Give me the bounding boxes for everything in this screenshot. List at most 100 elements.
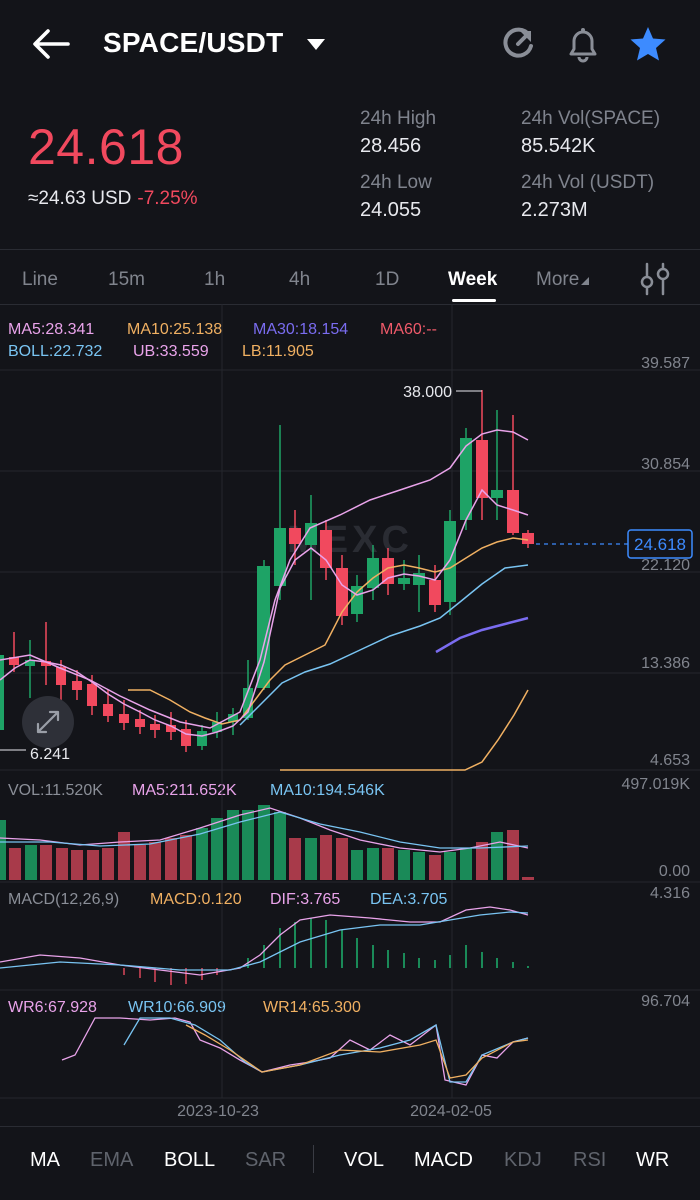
fullscreen-icon[interactable] [22, 696, 74, 748]
kline-chart[interactable]: MEXC 39.587 30.854 22.120 13.386 4.653 [0, 304, 700, 1124]
volume-bar [196, 828, 208, 880]
volume-bar [460, 848, 472, 880]
ma30-value: MA30:18.154 [253, 321, 349, 338]
tab-4h[interactable]: 4h [289, 269, 311, 290]
volume-bar [9, 848, 21, 880]
candle-up [444, 510, 456, 615]
candle-down [476, 390, 488, 520]
bell-icon[interactable] [563, 24, 603, 64]
wr6-value: WR6:67.928 [8, 999, 97, 1016]
volume-bar [491, 832, 503, 880]
candle-up [460, 428, 472, 530]
volume-bar [71, 850, 83, 880]
time-axis-label: 2024-02-05 [410, 1103, 492, 1120]
volume-bar [274, 812, 286, 880]
vol-ma5-value: MA5:211.652K [132, 782, 237, 799]
volume-bar [398, 850, 410, 880]
wr14-line [185, 1024, 529, 1079]
tab-1d[interactable]: 1D [375, 269, 400, 290]
volume-bar [227, 810, 239, 880]
wr14-value: WR14:65.300 [263, 999, 361, 1016]
current-price-tag: 24.618 [634, 535, 686, 554]
volume-bar [180, 835, 192, 880]
candle-down [135, 710, 145, 734]
active-tab-underline [452, 299, 496, 302]
volume-bar [102, 848, 114, 880]
vol-quote-label: 24h Vol (USDT) [521, 172, 655, 193]
volume-bar [211, 818, 223, 880]
chart-settings-icon[interactable] [638, 262, 672, 296]
volume-bar [476, 842, 488, 880]
volume-bar [413, 852, 425, 880]
price-summary: 24.618 ≈24.63 USD -7.25% 24h High 28.456 … [0, 88, 700, 248]
indicator-wr-button[interactable]: WR [636, 1149, 670, 1171]
indicator-vol-button[interactable]: VOL [344, 1149, 385, 1171]
tab-1h[interactable]: 1h [204, 269, 226, 290]
candle-down [103, 690, 113, 722]
indicator-boll-button[interactable]: BOLL [164, 1149, 216, 1171]
price-axis-ticks: 39.587 30.854 22.120 13.386 4.653 [641, 355, 690, 769]
grid [0, 304, 700, 1099]
pair-dropdown-icon[interactable] [307, 39, 325, 50]
candle-up [197, 725, 207, 750]
price-tick: 4.653 [650, 752, 690, 769]
boll-ub-line [0, 429, 529, 729]
indicator-ema-button[interactable]: EMA [90, 1149, 134, 1171]
volume-bar [242, 810, 254, 880]
tab-week[interactable]: Week [448, 269, 498, 290]
vol-ma10-value: MA10:194.546K [270, 782, 385, 799]
refresh-icon[interactable] [498, 24, 538, 64]
boll-lb-line [280, 689, 529, 771]
usd-approx-price: ≈24.63 USD [28, 188, 132, 209]
back-arrow-icon[interactable] [28, 22, 74, 66]
volume-bar [351, 850, 363, 880]
ma10-line [128, 537, 529, 725]
tab-15m[interactable]: 15m [108, 269, 145, 290]
low-label: 24h Low [360, 172, 432, 193]
volume-bar [305, 838, 317, 880]
vol-base-label: 24h Vol(SPACE) [521, 108, 661, 129]
indicator-ma-button[interactable]: MA [30, 1149, 60, 1171]
candle-up [491, 410, 503, 520]
indicator-rsi-button[interactable]: RSI [573, 1149, 607, 1171]
dea-value: DEA:3.705 [370, 891, 448, 908]
volume-bar [336, 838, 348, 880]
macd-histogram [123, 918, 529, 985]
candle-down [9, 632, 19, 672]
indicator-kdj-button[interactable]: KDJ [504, 1149, 542, 1171]
volume-bar [429, 855, 441, 880]
candle-down [289, 510, 301, 565]
more-caret-icon [581, 277, 590, 285]
high-marker: 38.000 [403, 384, 452, 401]
indicator-macd-button[interactable]: MACD [414, 1149, 473, 1171]
tab-line[interactable]: Line [22, 269, 58, 290]
tab-more[interactable]: More [536, 269, 590, 291]
volume-bar [367, 848, 379, 880]
macd-value: MACD:0.120 [150, 891, 242, 908]
volume-bar [382, 848, 394, 880]
volume-bar [149, 842, 161, 880]
price-tick: 22.120 [641, 557, 690, 574]
divider [0, 304, 700, 305]
volume-legend: VOL:11.520K MA5:211.652K MA10:194.546K [0, 782, 700, 802]
star-icon[interactable] [628, 24, 668, 64]
macd-dif-line [0, 906, 529, 976]
usd-price-line: ≈24.63 USD -7.25% [28, 188, 198, 210]
low-value: 24.055 [360, 199, 422, 221]
candle-down [56, 660, 66, 700]
vol-ma10-line [0, 811, 529, 849]
indicator-sar-button[interactable]: SAR [245, 1149, 287, 1171]
ma60-value: MA60:-- [380, 321, 437, 338]
pair-title[interactable]: SPACE/USDT [103, 27, 284, 58]
vol-quote-value: 2.273M [521, 199, 588, 221]
candle-down [181, 720, 191, 752]
tab-more-label: More [536, 269, 580, 290]
indicator-separator [313, 1145, 314, 1173]
macd-params: MACD(12,26,9) [8, 891, 120, 908]
header: SPACE/USDT [0, 0, 700, 88]
dif-value: DIF:3.765 [270, 891, 341, 908]
time-axis-label: 2023-10-23 [177, 1103, 259, 1120]
volume-bar [25, 845, 37, 880]
volume-bar [522, 877, 534, 880]
boll-legend: BOLL:22.732 UB:33.559 LB:11.905 [0, 343, 700, 363]
